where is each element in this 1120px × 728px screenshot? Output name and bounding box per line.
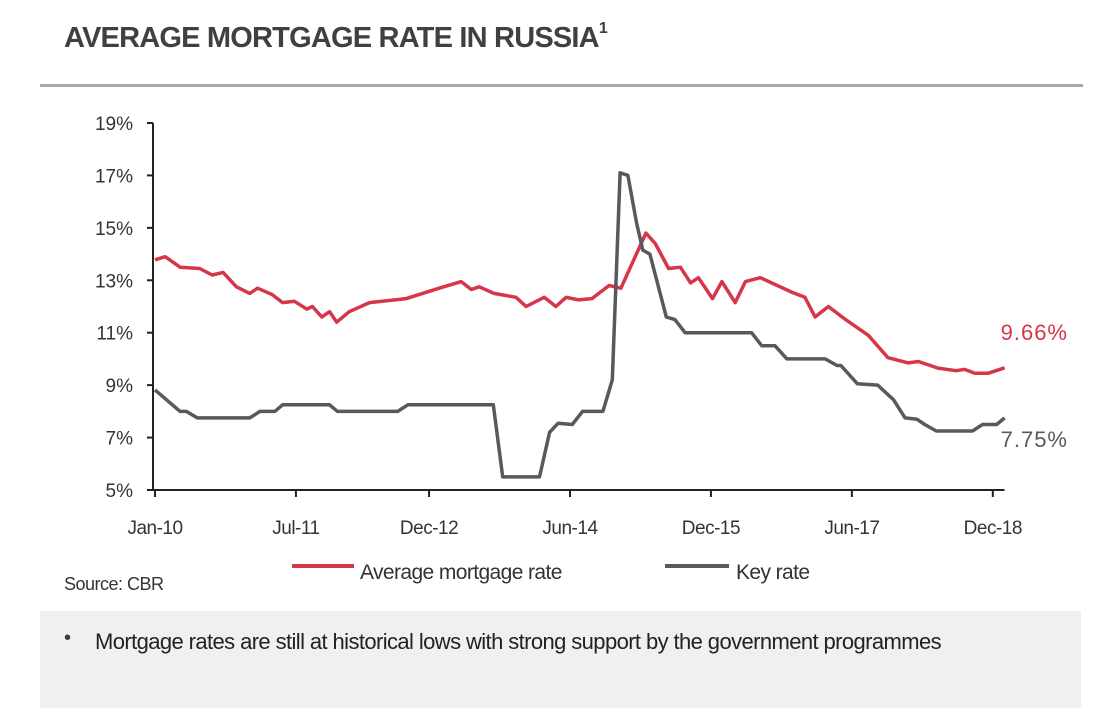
y-tick-label: 7% [106,429,134,450]
x-tick-label: Dec-15 [682,518,740,539]
x-tick-label: Jun-17 [824,518,879,539]
title-divider [40,84,1083,87]
y-tick-label: 5% [106,481,134,502]
end-value-label: 9.66% [1001,320,1068,345]
commentary-text: Mortgage rates are still at historical l… [95,629,942,654]
y-tick-label: 11% [96,324,133,345]
legend-label: Average mortgage rate [360,561,562,584]
bullet-icon: • [64,627,72,649]
chart-title-text: AVERAGE MORTGAGE RATE IN RUSSIA [64,22,600,54]
chart-title: AVERAGE MORTGAGE RATE IN RUSSIA1 [64,20,608,55]
x-tick-label: Jun-14 [542,518,598,539]
commentary-box: • Mortgage rates are still at historical… [40,611,1081,708]
x-tick-label: Dec-18 [964,518,1022,539]
source-note: Source: CBR [64,574,164,594]
series-line-key-rate [153,171,1006,479]
y-tick-label: 15% [95,219,133,240]
y-tick-label: 13% [95,271,133,292]
series-line-mortgage-rate [154,231,1006,376]
y-tick-label: 9% [106,376,134,397]
legend-label: Key rate [736,561,809,584]
end-value-label: 7.75% [1001,427,1068,452]
y-tick-label: 17% [95,166,133,187]
y-tick-label: 19% [95,114,133,135]
title-footnote: 1 [598,20,608,37]
x-tick-label: Dec-12 [400,518,458,539]
x-tick-label: Jan-10 [127,518,182,539]
x-tick-label: Jul-11 [272,518,319,539]
